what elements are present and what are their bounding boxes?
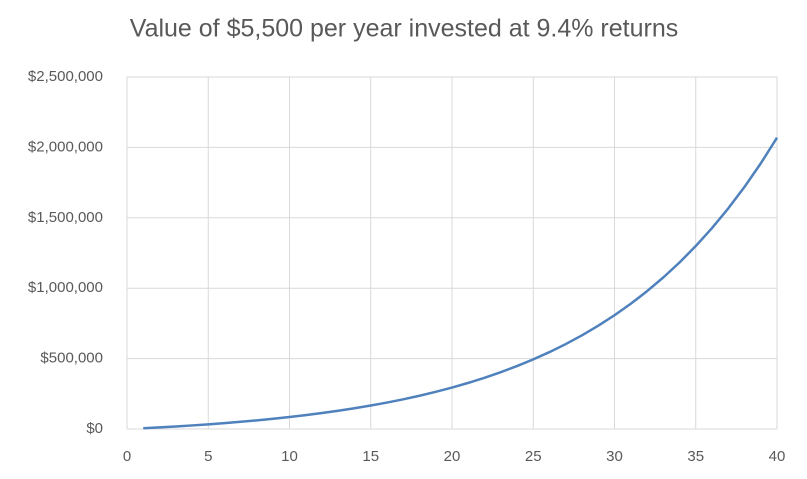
chart-title: Value of $5,500 per year invested at 9.4… xyxy=(130,15,679,43)
y-tick-label: $1,500,000 xyxy=(28,209,103,226)
x-tick-label: 0 xyxy=(123,448,131,465)
data-line xyxy=(143,136,779,430)
x-tick-label: 20 xyxy=(444,448,461,465)
x-tick-label: 40 xyxy=(769,448,786,465)
x-tick-label: 10 xyxy=(281,448,298,465)
y-tick-label: $1,000,000 xyxy=(28,279,103,296)
y-tick-label: $2,500,000 xyxy=(28,68,103,85)
y-tick-label: $2,000,000 xyxy=(28,138,103,155)
x-tick-label: 25 xyxy=(525,448,542,465)
x-tick-label: 5 xyxy=(204,448,212,465)
y-tick-label: $500,000 xyxy=(40,350,103,367)
y-tick-label: $0 xyxy=(86,420,103,437)
x-tick-label: 35 xyxy=(687,448,704,465)
x-tick-label: 30 xyxy=(606,448,623,465)
x-tick-label: 15 xyxy=(362,448,379,465)
